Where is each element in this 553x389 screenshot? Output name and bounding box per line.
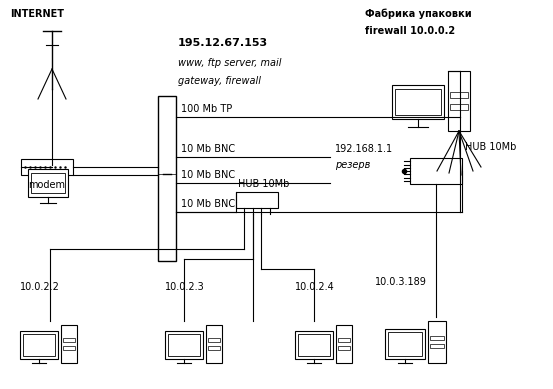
FancyBboxPatch shape — [450, 92, 468, 98]
FancyBboxPatch shape — [338, 346, 350, 350]
Text: www, ftp server, mail: www, ftp server, mail — [178, 58, 281, 68]
FancyBboxPatch shape — [208, 346, 220, 350]
FancyBboxPatch shape — [450, 104, 468, 110]
FancyBboxPatch shape — [236, 192, 278, 208]
FancyBboxPatch shape — [430, 336, 444, 340]
FancyBboxPatch shape — [23, 334, 55, 356]
Text: modem: modem — [29, 180, 65, 190]
Text: HUB 10Mb: HUB 10Mb — [238, 179, 289, 189]
FancyBboxPatch shape — [168, 334, 200, 356]
FancyBboxPatch shape — [208, 338, 220, 342]
Text: 192.168.1.1: 192.168.1.1 — [335, 144, 393, 154]
FancyBboxPatch shape — [395, 89, 441, 115]
Text: резерв: резерв — [335, 160, 371, 170]
FancyBboxPatch shape — [295, 331, 333, 359]
FancyBboxPatch shape — [158, 96, 176, 261]
Text: HUB 10Mb: HUB 10Mb — [465, 142, 517, 152]
FancyBboxPatch shape — [63, 338, 75, 342]
FancyBboxPatch shape — [388, 332, 422, 356]
Text: 195.12.67.153: 195.12.67.153 — [178, 38, 268, 48]
Text: 10 Mb BNC: 10 Mb BNC — [181, 170, 235, 180]
FancyBboxPatch shape — [21, 159, 73, 175]
FancyBboxPatch shape — [61, 325, 77, 363]
Text: Фабрика упаковки: Фабрика упаковки — [365, 9, 472, 19]
FancyBboxPatch shape — [448, 71, 470, 131]
FancyBboxPatch shape — [338, 338, 350, 342]
Text: 10.0.2.4: 10.0.2.4 — [295, 282, 335, 292]
Text: 10.0.3.189: 10.0.3.189 — [375, 277, 427, 287]
FancyBboxPatch shape — [31, 173, 65, 193]
FancyBboxPatch shape — [385, 329, 425, 359]
FancyBboxPatch shape — [298, 334, 330, 356]
Text: 10.0.2.3: 10.0.2.3 — [165, 282, 205, 292]
Text: 10 Mb BNC: 10 Mb BNC — [181, 144, 235, 154]
Text: INTERNET: INTERNET — [10, 9, 64, 19]
FancyBboxPatch shape — [20, 331, 58, 359]
Text: firewall 10.0.0.2: firewall 10.0.0.2 — [365, 26, 455, 36]
FancyBboxPatch shape — [392, 85, 444, 119]
FancyBboxPatch shape — [336, 325, 352, 363]
FancyBboxPatch shape — [28, 169, 68, 197]
FancyBboxPatch shape — [410, 158, 462, 184]
Text: gateway, firewall: gateway, firewall — [178, 76, 261, 86]
FancyBboxPatch shape — [165, 331, 203, 359]
FancyBboxPatch shape — [430, 344, 444, 348]
FancyBboxPatch shape — [63, 346, 75, 350]
Text: 10.0.2.2: 10.0.2.2 — [20, 282, 60, 292]
Text: 100 Mb TP: 100 Mb TP — [181, 105, 232, 114]
Text: 10 Mb BNC: 10 Mb BNC — [181, 198, 235, 209]
FancyBboxPatch shape — [428, 321, 446, 363]
FancyBboxPatch shape — [206, 325, 222, 363]
